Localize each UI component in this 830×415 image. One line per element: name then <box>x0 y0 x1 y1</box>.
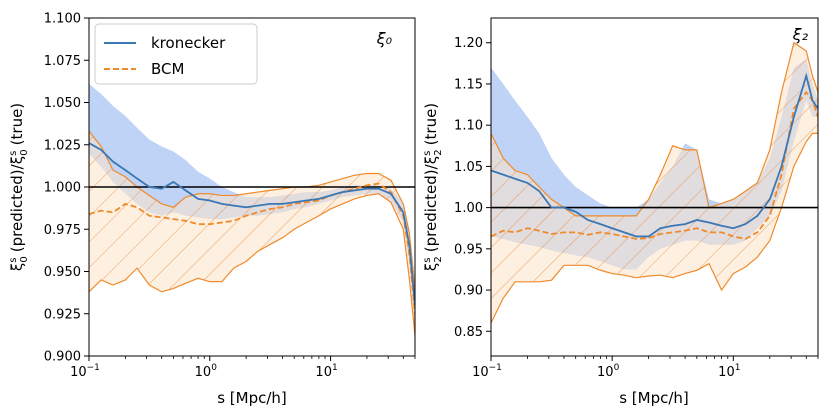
panel0-ylabel-mid: (predicted)/ <box>8 163 26 252</box>
panel0-lines <box>89 142 415 314</box>
panel0-ylabel-sub-b: 0 <box>19 149 30 155</box>
x-tick-label: 100 <box>597 363 620 380</box>
panel-xi0: 0.900 0.925 0.950 0.975 1.000 1.025 1.050 1.075… <box>8 12 416 407</box>
panel0-ylabel-sup-b: s <box>8 151 19 156</box>
y-tick-label: 1.100 <box>44 12 81 27</box>
legend-bcm-label: BCM <box>151 60 184 78</box>
panel1-ylabel-sup-b: s <box>422 151 433 156</box>
panel1-frame <box>490 17 819 357</box>
y-tick-label: 1.05 <box>454 160 483 175</box>
y-tick-label: 0.900 <box>44 350 81 365</box>
y-tick-label: 1.10 <box>454 119 483 134</box>
x-tick-label: 100 <box>195 363 218 380</box>
y-tick-label: 0.975 <box>44 223 81 238</box>
panel0-xlabel: s [Mpc/h] <box>217 389 287 407</box>
panel0-ylabel-xi-b: ξ <box>8 156 26 164</box>
x-tick-label: 10−1 <box>472 363 502 380</box>
y-tick-label: 1.075 <box>44 54 81 69</box>
bcm-band-hatch <box>89 130 415 336</box>
panel1-ylabel-sub-b: 2 <box>433 149 444 155</box>
panel0-tag-text: ξ₀ <box>376 29 393 48</box>
y-tick-label: 1.00 <box>454 201 483 216</box>
panel1-ylabel-xi-a: ξ <box>422 263 440 271</box>
x-tick-label: 101 <box>718 363 740 380</box>
panel0-yticks: 0.900 0.925 0.950 0.975 1.000 1.025 1.050 1.075… <box>44 12 89 365</box>
bcm-band-hatch <box>491 41 818 324</box>
panel1-ylabel-xi-b: ξ <box>422 156 440 164</box>
y-tick-label: 0.90 <box>454 284 483 299</box>
y-tick-label: 1.050 <box>44 96 81 111</box>
bcm-line <box>491 90 818 240</box>
panel1-ylabel-end: (true) <box>422 103 440 146</box>
y-tick-label: 0.925 <box>44 307 81 322</box>
panel1-yticks: 0.85 0.90 0.95 1.00 1.05 1.10 1.15 1.20 <box>454 36 491 340</box>
x-tick-label: 101 <box>315 363 337 380</box>
panel0-ylabel-xi-a: ξ <box>8 263 26 271</box>
panel1-xlabel: s [Mpc/h] <box>619 389 689 407</box>
panel0-xticks: 10−1 100 101 <box>70 356 416 380</box>
x-tick-label: 10−1 <box>70 363 100 380</box>
panel0-ylabel: ξs0(predicted)/ξs0(true) <box>8 103 30 271</box>
panel1-xticks: 10−1 100 101 <box>472 356 819 380</box>
y-tick-label: 0.95 <box>454 242 483 257</box>
panel-xi2: 0.85 0.90 0.95 1.00 1.05 1.10 1.15 1.20 10−1 100… <box>422 17 819 407</box>
y-tick-label: 1.15 <box>454 77 483 92</box>
panel0-tag: ξ₀ <box>376 29 393 48</box>
panel0-bands <box>89 83 415 336</box>
panel1-bands <box>491 41 818 324</box>
y-tick-label: 0.85 <box>454 325 483 340</box>
panel0-ylabel-sup-a: s <box>8 258 19 263</box>
y-tick-label: 1.20 <box>454 36 483 51</box>
panel1-ylabel-sup-a: s <box>422 258 433 263</box>
kronecker-line <box>89 142 415 306</box>
panel1-tag: ξ₂ <box>792 25 809 44</box>
y-tick-label: 0.950 <box>44 265 81 280</box>
y-tick-label: 1.000 <box>44 181 81 196</box>
panel1-ylabel-sub-a: 2 <box>433 256 444 262</box>
kronecker-line <box>491 72 818 238</box>
panel1-tag-text: ξ₂ <box>792 25 809 44</box>
panel0-ylabel-sub-a: 0 <box>19 256 30 262</box>
panel1-ylabel-mid: (predicted)/ <box>422 163 440 252</box>
panel1-ylabel: ξs2(predicted)/ξs2(true) <box>422 103 444 271</box>
legend: kronecker BCM <box>94 23 258 85</box>
panel0-ylabel-end: (true) <box>8 103 26 146</box>
legend-kronecker-label: kronecker <box>151 34 226 52</box>
panel1-lines <box>491 72 818 240</box>
y-tick-label: 1.025 <box>44 138 81 153</box>
